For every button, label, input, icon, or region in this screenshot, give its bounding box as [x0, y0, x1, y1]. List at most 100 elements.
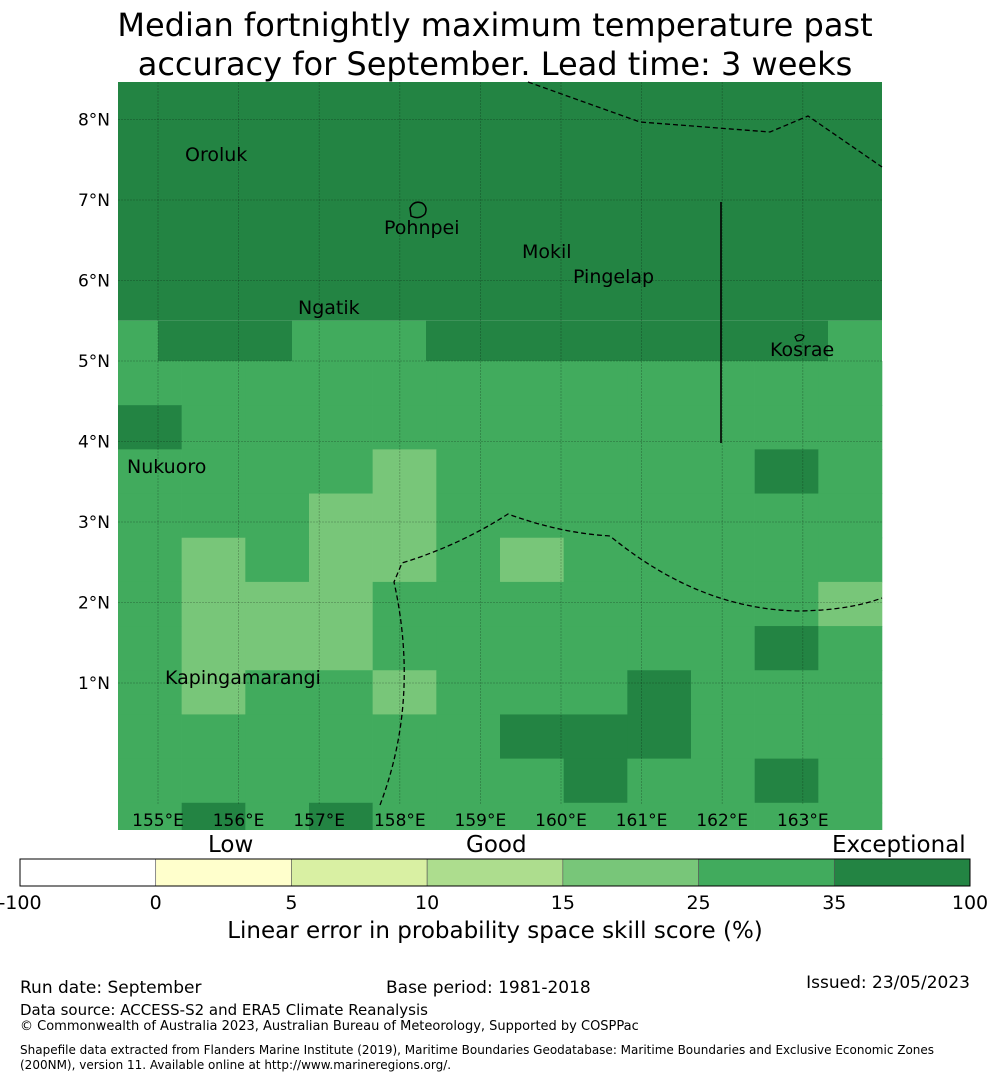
skill-cell: [563, 449, 628, 495]
skill-cell: [500, 449, 564, 495]
graticule: [118, 82, 882, 805]
skill-cell: [500, 581, 564, 627]
skill-cell: [500, 405, 564, 450]
skill-cell: [245, 581, 310, 627]
skill-cell: [500, 626, 564, 671]
skill-cell: [245, 405, 310, 450]
lon-tick-label: 159°E: [455, 811, 507, 830]
skill-cell: [563, 714, 628, 760]
lat-tick-label: 8°N: [78, 111, 110, 131]
colorbar-swatch: [833, 858, 971, 887]
skill-cell: [372, 758, 437, 804]
skill-cell: [309, 758, 373, 804]
skill-cell: [436, 714, 501, 760]
skill-cell: [818, 626, 883, 671]
skill-cell: [372, 493, 437, 539]
skill-cell: [181, 361, 246, 406]
skill-cell: [372, 537, 437, 583]
skill-cell: [627, 449, 692, 495]
skill-cell: [118, 493, 182, 539]
skill-cell: [372, 626, 437, 671]
skill-cell: [500, 361, 564, 406]
colorbar-tick-label: -100: [0, 892, 42, 914]
skill-cell: [691, 449, 755, 495]
colorbar-swatch: [155, 858, 292, 887]
skill-cell: [627, 405, 692, 450]
skill-cell: [818, 405, 883, 450]
island-label-pohnpei: Pohnpei: [384, 217, 460, 239]
lat-tick-label: 7°N: [78, 191, 110, 211]
title-line-2: accuracy for September. Lead time: 3 wee…: [137, 45, 853, 83]
skill-cell: [245, 626, 310, 671]
skill-cell: [118, 714, 182, 760]
skill-cell: [181, 670, 246, 715]
island-label-kosrae: Kosrae: [770, 339, 834, 361]
skill-cell: [818, 758, 883, 804]
colorbar-swatch: [426, 858, 564, 887]
skill-cell: [828, 320, 882, 361]
skill-cell: [754, 405, 819, 450]
skill-cell: [181, 405, 246, 450]
skill-cell: [372, 714, 437, 760]
skill-cell: [118, 581, 182, 627]
skill-cell: [436, 581, 501, 627]
skill-cell: [627, 581, 692, 627]
skill-cell: [436, 626, 501, 671]
eez-boundaries: [379, 81, 883, 806]
skill-cell: [754, 802, 819, 830]
skill-cell: [691, 802, 755, 830]
skill-cell: [118, 626, 182, 671]
lat-tick-label: 5°N: [78, 352, 110, 372]
skill-cell: [754, 361, 819, 406]
lon-tick-label: 163°E: [777, 811, 829, 830]
skill-cell: [691, 758, 755, 804]
skill-cell: [118, 449, 182, 495]
lon-tick-label: 155°E: [132, 811, 184, 830]
skill-cell: [563, 581, 628, 627]
issued-date: Issued: 23/05/2023: [806, 973, 970, 993]
skill-cell: [436, 758, 501, 804]
skill-cell: [181, 537, 246, 583]
skill-cell: [627, 714, 692, 760]
skill-cell: [118, 405, 182, 450]
skill-cell: [754, 758, 819, 804]
skill-cell: [627, 537, 692, 583]
skill-cell: [436, 537, 501, 583]
skill-cell: [158, 320, 292, 361]
skill-cell: [563, 626, 628, 671]
copyright: © Commonwealth of Australia 2023, Austra…: [20, 1019, 639, 1034]
skill-cell: [563, 802, 628, 830]
colorbar-tick-label: 15: [551, 892, 575, 914]
skill-cell: [245, 361, 310, 406]
skill-cell: [691, 405, 755, 450]
lon-tick-label: 162°E: [696, 811, 748, 830]
skill-cell: [372, 581, 437, 627]
skill-cell: [118, 802, 182, 830]
skill-cell: [309, 537, 373, 583]
kosrae-shape: [794, 334, 805, 342]
lat-tick-label: 2°N: [78, 594, 110, 614]
title-line-1: Median fortnightly maximum temperature p…: [117, 6, 873, 44]
lon-tick-label: 161°E: [616, 811, 668, 830]
data-source: Data source: ACCESS-S2 and ERA5 Climate …: [20, 1001, 428, 1019]
skill-cell: [181, 802, 246, 830]
skill-cell: [181, 449, 246, 495]
colorbar-swatch: [291, 858, 428, 887]
skill-cell: [563, 493, 628, 539]
skill-cell: [691, 670, 755, 715]
skill-cell: [436, 405, 501, 450]
skill-cell: [500, 758, 564, 804]
pohnpei-shape: [409, 201, 427, 219]
colorbar: -100 0 5 10 15 25 35 100: [0, 858, 988, 914]
skill-cell: [245, 449, 310, 495]
colorbar-swatch: [562, 858, 699, 887]
lat-tick-label: 4°N: [78, 433, 110, 453]
colorbar-tick-label: 10: [415, 892, 439, 914]
skill-cell: [818, 493, 883, 539]
skill-cell: [309, 405, 373, 450]
category-low: Low: [208, 832, 254, 858]
skill-cell: [500, 493, 564, 539]
skill-cell: [309, 361, 373, 406]
skill-cell: [500, 537, 564, 583]
